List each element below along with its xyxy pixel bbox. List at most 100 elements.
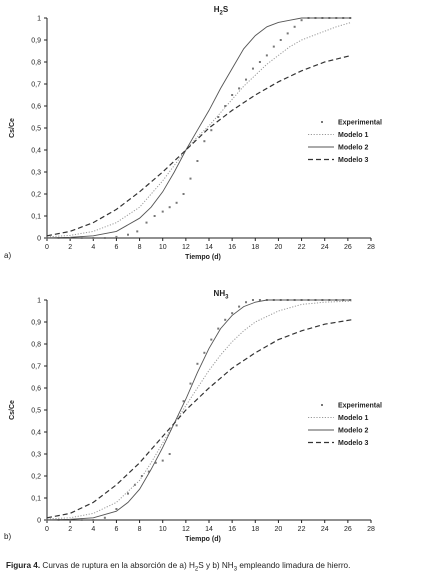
chart-panel-a: H2S 0 2 4 6 8 10 12 14 16 18 20 22 24 26 28 0 0,1 0,2 0,3 0,… (0, 0, 433, 270)
modelo-2-line (46, 299, 352, 521)
experimental-point (231, 94, 234, 96)
experimental-point (161, 210, 164, 213)
legend-label-modelo-2: Modelo 2 (338, 428, 368, 435)
experimental-point (196, 160, 199, 162)
y-tick-label: 1 (37, 298, 41, 305)
chart-title: H2S (214, 5, 229, 17)
modelo-1-line (46, 300, 352, 520)
experimental-point (238, 87, 241, 90)
x-tick-label: 12 (182, 244, 190, 251)
y-axis-title: Cs/Ce (9, 118, 16, 138)
experimental-point (217, 116, 220, 118)
x-tick-label: 20 (275, 526, 283, 533)
x-tick-label: 22 (298, 526, 306, 533)
figure-caption: Figura 4. Curvas de ruptura en la absorc… (6, 560, 431, 576)
experimental-point (293, 25, 296, 28)
experimental-point (168, 206, 171, 209)
experimental-point (265, 54, 268, 57)
x-tick-label: 0 (45, 244, 49, 251)
experimental-point (115, 235, 118, 238)
x-tick-label: 28 (367, 526, 375, 533)
legend-label-experimental: Experimental (338, 403, 382, 410)
y-tick-label: 0,6 (31, 386, 41, 393)
experimental-point (136, 230, 139, 233)
experimental-point (168, 453, 171, 455)
caption-subscript-2: 3 (233, 566, 238, 573)
y-tick-label: 0,5 (31, 408, 41, 415)
y-tick-label: 0,1 (31, 496, 41, 503)
legend-label-experimental: Experimental (338, 120, 382, 127)
legend-label-modelo-3: Modelo 3 (338, 157, 368, 164)
experimental-point (238, 305, 241, 308)
y-tick-label: 0,6 (31, 104, 41, 111)
x-tick-label: 12 (182, 526, 190, 533)
y-tick-label: 0,9 (31, 38, 41, 45)
x-tick-label: 16 (228, 526, 236, 533)
chart-panel-b: NH3 0 2 4 6 8 10 12 14 16 18 20 22 24 26 28 0 0,1 0,2 0,3 0,… (0, 284, 433, 554)
x-tick-label: 0 (45, 526, 49, 533)
modelo-3-line (46, 54, 352, 237)
chart-title-main: NH (214, 289, 226, 298)
y-tick-label: 0,3 (31, 170, 41, 177)
y-tick-label: 1 (37, 16, 41, 23)
x-tick-label: 24 (321, 244, 329, 251)
panel-tag: b) (4, 532, 11, 541)
caption-subscript-1: 2 (194, 566, 199, 573)
experimental-point (210, 338, 213, 341)
y-tick-label: 0,7 (31, 364, 41, 371)
x-tick-label: 8 (138, 526, 142, 533)
caption-text-2: S y b) NH (198, 561, 234, 570)
experimental-point (92, 237, 95, 239)
x-tick-label: 18 (251, 244, 259, 251)
x-axis-title: Tiempo (d) (185, 536, 221, 543)
experimental-point (69, 237, 72, 239)
legend-marker-experimental (321, 121, 323, 123)
experimental-point (69, 519, 72, 521)
experimental-point (103, 516, 106, 519)
x-tick-label: 22 (298, 244, 306, 251)
experimental-point (161, 459, 164, 462)
experimental-point (224, 318, 227, 321)
chart-title-subscript: 3 (225, 295, 229, 301)
y-tick-label: 0,4 (31, 430, 41, 437)
y-tick-label: 0,8 (31, 60, 41, 67)
experimental-point (127, 233, 129, 236)
experimental-point (251, 299, 254, 301)
experimental-point (133, 483, 136, 486)
y-tick-label: 0,7 (31, 82, 41, 89)
chart-title-tail: S (223, 5, 229, 14)
experimental-point (210, 129, 213, 132)
experimental-point (115, 508, 118, 510)
experimental-point (245, 301, 248, 304)
experimental-point (286, 32, 289, 35)
y-tick-label: 0,2 (31, 474, 41, 481)
x-tick-label: 28 (367, 244, 375, 251)
experimental-point (272, 45, 275, 48)
experimental-point (57, 519, 60, 521)
y-tick-label: 0,3 (31, 452, 41, 459)
panel-tag: a) (4, 251, 11, 260)
legend-label-modelo-1: Modelo 1 (338, 132, 368, 139)
x-tick-label: 6 (114, 244, 118, 251)
x-tick-label: 26 (344, 244, 352, 251)
x-tick-label: 8 (138, 244, 142, 251)
y-tick-label: 0 (37, 518, 41, 525)
experimental-point (203, 351, 206, 354)
chart-title: NH3 (214, 289, 230, 301)
experimental-point (300, 19, 303, 22)
y-tick-label: 0,8 (31, 342, 41, 349)
y-tick-label: 0,4 (31, 148, 41, 155)
experimental-point (46, 237, 48, 239)
experimental-point (189, 177, 192, 180)
experimental-point (245, 78, 248, 81)
experimental-point (127, 492, 129, 495)
legend-label-modelo-2: Modelo 2 (338, 145, 368, 152)
experimental-point (182, 400, 185, 403)
caption-label: Figura 4. (6, 561, 41, 570)
caption-text-1: Curvas de ruptura en la absorción de a) … (40, 561, 195, 570)
x-tick-label: 14 (205, 526, 213, 533)
x-tick-label: 4 (91, 526, 95, 533)
experimental-point (175, 201, 178, 204)
